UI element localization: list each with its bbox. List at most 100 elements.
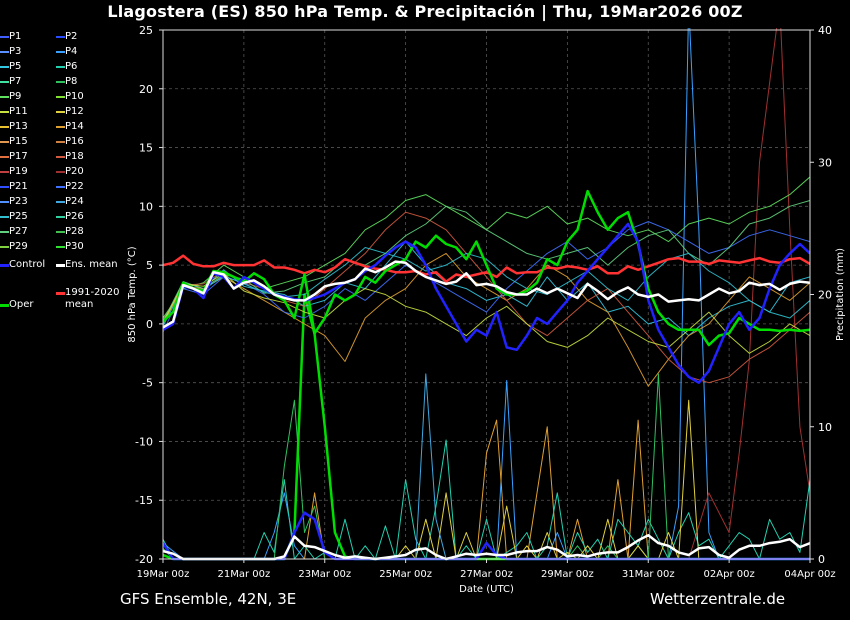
y-axis-title: 850 hPa Temp. (°C)	[127, 246, 138, 342]
temp-line-bold	[163, 260, 810, 329]
temp-line-bold	[163, 254, 810, 283]
legend-swatch	[56, 51, 65, 53]
legend-label: P19	[9, 166, 28, 177]
legend-label: P11	[9, 106, 28, 117]
y-tick-label: -15	[135, 494, 153, 507]
y2-tick-label: 20	[818, 289, 832, 302]
legend-swatch	[56, 292, 65, 295]
precip-line	[163, 399, 810, 560]
legend-label: P7	[9, 76, 22, 87]
legend-label: P27	[9, 226, 28, 237]
legend-label: P23	[9, 196, 28, 207]
x-tick-label: 02Apr 00z	[704, 569, 755, 580]
legend-label: P24	[65, 196, 84, 207]
legend-swatch	[56, 126, 65, 128]
x-tick-label: 23Mar 00z	[298, 569, 351, 580]
grid	[162, 29, 811, 560]
legend-label: P29	[9, 241, 28, 252]
legend-label: 1991-2020 mean	[65, 287, 120, 310]
legend-label: P14	[65, 121, 84, 132]
legend-label: P18	[65, 151, 84, 162]
y-tick-label: 0	[146, 318, 153, 331]
legend-swatch	[0, 171, 9, 173]
legend-swatch	[0, 186, 9, 188]
legend-label: P1	[9, 31, 22, 42]
y-tick-label: 25	[139, 24, 153, 37]
precip-line	[163, 373, 810, 560]
legend-swatch	[0, 231, 9, 233]
x-axis-title: Date (UTC)	[459, 584, 514, 595]
y2-tick-label: 40	[818, 24, 832, 37]
y2-tick-label: 10	[818, 421, 832, 434]
x-tick-label: 31Mar 00z	[622, 569, 675, 580]
legend-label: P2	[65, 31, 78, 42]
y-tick-label: 20	[139, 83, 153, 96]
y-tick-label: -10	[135, 435, 153, 448]
legend-label: Control	[9, 259, 46, 270]
legend-swatch	[56, 36, 65, 38]
legend-swatch	[56, 201, 65, 203]
y2-tick-label: 0	[818, 553, 825, 566]
y-tick-label: 10	[139, 200, 153, 213]
legend-swatch	[0, 156, 9, 158]
y-tick-label: -5	[142, 377, 153, 390]
legend-label: Ens. mean	[65, 259, 118, 270]
legend-swatch	[0, 246, 9, 248]
legend-swatch	[0, 36, 9, 38]
legend-swatch	[56, 111, 65, 113]
temp-line	[163, 272, 810, 354]
legend-label: P16	[65, 136, 84, 147]
legend-label: P5	[9, 61, 22, 72]
legend-swatch	[56, 171, 65, 173]
model-label: GFS Ensemble, 42N, 3E	[120, 590, 297, 608]
legend-swatch	[0, 141, 9, 143]
legend-swatch	[56, 96, 65, 98]
legend-label: P15	[9, 136, 28, 147]
legend-swatch	[56, 246, 65, 248]
legend-swatch	[56, 141, 65, 143]
legend-label: P3	[9, 46, 22, 57]
site-label: Wetterzentrale.de	[650, 590, 786, 608]
legend-label: P26	[65, 211, 84, 222]
legend-swatch	[0, 96, 9, 98]
legend-swatch	[0, 216, 9, 218]
x-tick-label: 19Mar 00z	[137, 569, 190, 580]
legend-label: P21	[9, 181, 28, 192]
temp-line	[163, 252, 810, 387]
legend-swatch	[0, 304, 9, 307]
legend-label: P10	[65, 91, 84, 102]
chart-title: Llagostera (ES) 850 hPa Temp. & Precipit…	[107, 2, 743, 21]
legend-label: Oper	[9, 299, 34, 310]
axes: 25 20 15 10 5 0 -5 -10 -15 -20 40 30 20 10 0 19Mar 00z 2…	[127, 24, 846, 595]
legend-label: P22	[65, 181, 84, 192]
x-tick-label: 29Mar 00z	[541, 569, 594, 580]
legend-swatch	[56, 156, 65, 158]
legend-swatch	[0, 126, 9, 128]
temperature-series	[163, 176, 810, 387]
legend-swatch	[56, 231, 65, 233]
legend-swatch	[0, 201, 9, 203]
x-tick-label: 04Apr 00z	[784, 569, 835, 580]
legend-swatch	[0, 66, 9, 68]
temp-line-bold	[163, 189, 810, 347]
legend-label: P4	[65, 46, 78, 57]
temp-line	[163, 221, 810, 333]
legend-swatch	[0, 264, 9, 267]
legend-label: P13	[9, 121, 28, 132]
legend-swatch	[56, 216, 65, 218]
legend-label: P28	[65, 226, 84, 237]
precip-line	[163, 373, 810, 560]
y-tick-label: 5	[146, 259, 153, 272]
legend-swatch	[56, 66, 65, 68]
legend-swatch	[0, 81, 9, 83]
legend-label: P8	[65, 76, 78, 87]
legend-label: P12	[65, 106, 84, 117]
legend-label: P6	[65, 61, 78, 72]
legend-swatch	[0, 111, 9, 113]
legend-swatch	[56, 186, 65, 188]
precip-line	[163, 439, 810, 560]
y-tick-label: -20	[135, 553, 153, 566]
legend-label: P17	[9, 151, 28, 162]
legend-swatch	[56, 81, 65, 83]
